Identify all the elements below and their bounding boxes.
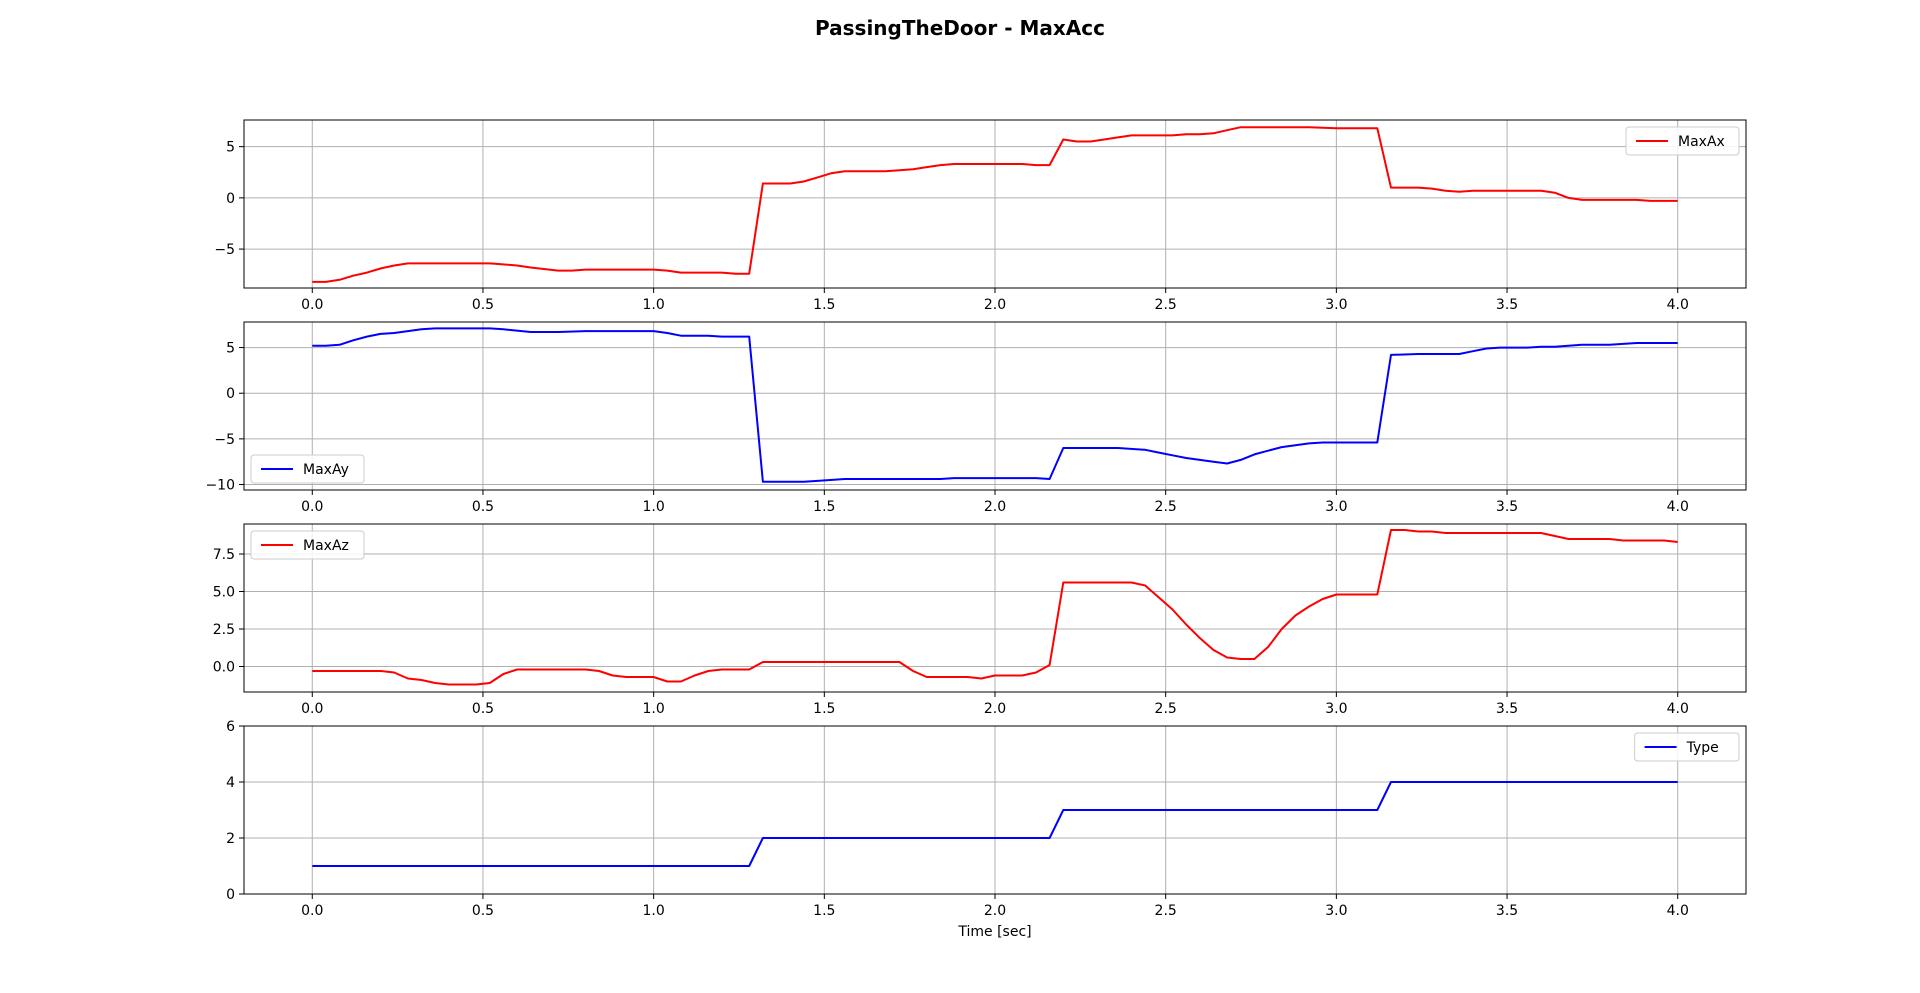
y-tick-label: 6 xyxy=(226,719,235,735)
legend-label: Type xyxy=(1686,740,1719,756)
y-tick-label: −10 xyxy=(205,478,235,494)
x-tick-label: 2.0 xyxy=(984,701,1006,717)
x-tick-label: 2.0 xyxy=(984,499,1006,515)
x-tick-label: 1.0 xyxy=(643,499,665,515)
x-tick-label: 2.5 xyxy=(1155,297,1177,313)
x-tick-label: 3.0 xyxy=(1325,701,1347,717)
x-tick-label: 1.5 xyxy=(813,701,835,717)
x-tick-label: 3.5 xyxy=(1496,903,1518,919)
x-tick-label: 4.0 xyxy=(1667,297,1689,313)
x-tick-label: 4.0 xyxy=(1667,903,1689,919)
x-tick-label: 1.0 xyxy=(643,701,665,717)
x-tick-label: 3.0 xyxy=(1325,499,1347,515)
legend: Type xyxy=(1634,732,1740,762)
y-tick-label: 5 xyxy=(226,140,235,156)
subplot-2: 0.0 0.5 1.0 1.5 2.0 2.5 3.0 3.5 4.0 −10 −5 0 5 MaxAy xyxy=(205,321,1747,515)
x-tick-label: 0.5 xyxy=(472,903,494,919)
x-tick-label: 3.5 xyxy=(1496,297,1518,313)
x-tick-label: 1.0 xyxy=(643,903,665,919)
x-tick-label: 1.5 xyxy=(813,499,835,515)
x-tick-label: 2.0 xyxy=(984,297,1006,313)
x-tick-label: 2.0 xyxy=(984,903,1006,919)
axes-frame xyxy=(243,523,1747,693)
x-tick-label: 0.0 xyxy=(301,499,323,515)
x-tick-label: 0.0 xyxy=(301,701,323,717)
x-tick-label: 3.5 xyxy=(1496,499,1518,515)
axes-frame xyxy=(243,321,1747,491)
axes-frame xyxy=(243,725,1747,895)
x-tick-label: 0.5 xyxy=(472,297,494,313)
figure-title: PassingTheDoor - MaxAcc xyxy=(815,16,1105,40)
x-tick-label: 0.0 xyxy=(301,903,323,919)
x-tick-label: 4.0 xyxy=(1667,499,1689,515)
legend-label: MaxAz xyxy=(303,538,349,554)
x-tick-label: 3.5 xyxy=(1496,701,1518,717)
legend: MaxAz xyxy=(250,530,365,560)
y-tick-label: 5.0 xyxy=(213,585,235,601)
axes-frame xyxy=(243,119,1747,289)
legend: MaxAx xyxy=(1625,126,1740,156)
x-tick-label: 2.5 xyxy=(1155,903,1177,919)
x-tick-label: 1.5 xyxy=(813,903,835,919)
subplot-4: 0.0 0.5 1.0 1.5 2.0 2.5 3.0 3.5 4.0 0 2 4 6 Type Time … xyxy=(226,719,1747,940)
series-line-type xyxy=(312,781,1678,867)
y-tick-label: 2 xyxy=(226,831,235,847)
y-tick-label: −5 xyxy=(214,432,235,448)
x-tick-label: 0.0 xyxy=(301,297,323,313)
series-line-maxax xyxy=(312,126,1678,283)
x-tick-label: 1.0 xyxy=(643,297,665,313)
y-tick-label: 0 xyxy=(226,887,235,903)
legend-box xyxy=(1625,126,1740,156)
y-tick-label: 0.0 xyxy=(213,660,235,676)
x-tick-label: 3.0 xyxy=(1325,903,1347,919)
y-tick-label: 4 xyxy=(226,775,235,791)
y-tick-label: 0 xyxy=(226,386,235,402)
subplot-3: 0.0 0.5 1.0 1.5 2.0 2.5 3.0 3.5 4.0 0.0 2.5 5.0 7.5 M… xyxy=(213,523,1747,717)
x-tick-label: 2.5 xyxy=(1155,499,1177,515)
y-tick-label: −5 xyxy=(214,242,235,258)
legend-box xyxy=(250,530,365,560)
legend-box xyxy=(250,454,365,484)
subplot-1: 0.0 0.5 1.0 1.5 2.0 2.5 3.0 3.5 4.0 −5 0 5 MaxAx xyxy=(214,119,1747,313)
y-tick-label: 5 xyxy=(226,341,235,357)
x-tick-label: 1.5 xyxy=(813,297,835,313)
y-tick-label: 2.5 xyxy=(213,622,235,638)
x-tick-label: 4.0 xyxy=(1667,701,1689,717)
legend-label: MaxAx xyxy=(1678,134,1725,150)
legend-box xyxy=(1634,732,1740,762)
legend: MaxAy xyxy=(250,454,365,484)
legend-label: MaxAy xyxy=(303,462,349,478)
x-tick-label: 3.0 xyxy=(1325,297,1347,313)
x-tick-label: 2.5 xyxy=(1155,701,1177,717)
x-tick-label: 0.5 xyxy=(472,499,494,515)
series-line-maxaz xyxy=(312,529,1678,686)
x-axis-label: Time [sec] xyxy=(957,924,1031,940)
y-tick-label: 7.5 xyxy=(213,547,235,563)
series-line-maxay xyxy=(312,327,1678,483)
y-tick-label: 0 xyxy=(226,191,235,207)
x-tick-label: 0.5 xyxy=(472,701,494,717)
